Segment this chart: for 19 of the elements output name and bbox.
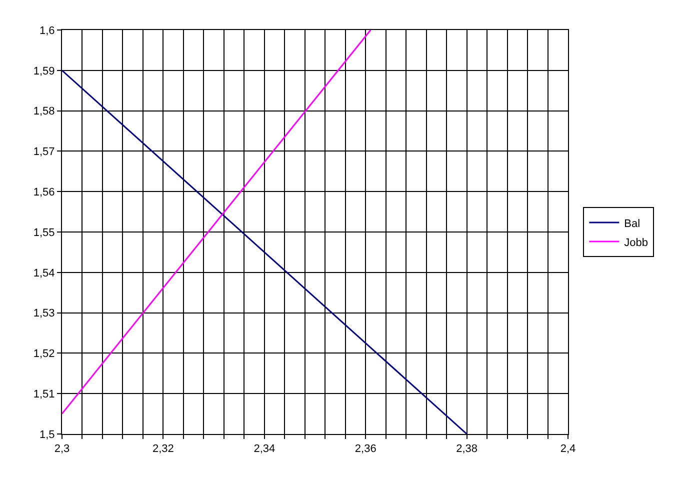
y-tick-label: 1,54: [33, 267, 55, 280]
y-tick-label: 1,56: [33, 186, 55, 198]
y-tick-label: 1,53: [33, 308, 55, 320]
legend-label: Jobb: [624, 236, 648, 249]
x-tick-label: 2,3: [54, 443, 70, 456]
y-tick-label: 1,59: [33, 65, 55, 78]
x-tick-label: 2,4: [560, 443, 576, 456]
y-tick-label: 1,5: [40, 428, 55, 441]
x-tick-label: 2,32: [152, 443, 174, 456]
y-tick-label: 1,51: [33, 388, 55, 400]
y-tick-label: 1,58: [33, 106, 55, 118]
legend-label: Bal: [624, 218, 640, 230]
y-tick-label: 1,55: [33, 226, 55, 239]
x-tick-label: 2,38: [456, 443, 478, 456]
y-tick-label: 1,52: [33, 348, 55, 360]
x-tick-label: 2,34: [254, 443, 276, 456]
y-tick-label: 1,6: [40, 24, 55, 37]
y-tick-label: 1,57: [33, 146, 55, 158]
x-tick-label: 2,36: [354, 443, 376, 456]
